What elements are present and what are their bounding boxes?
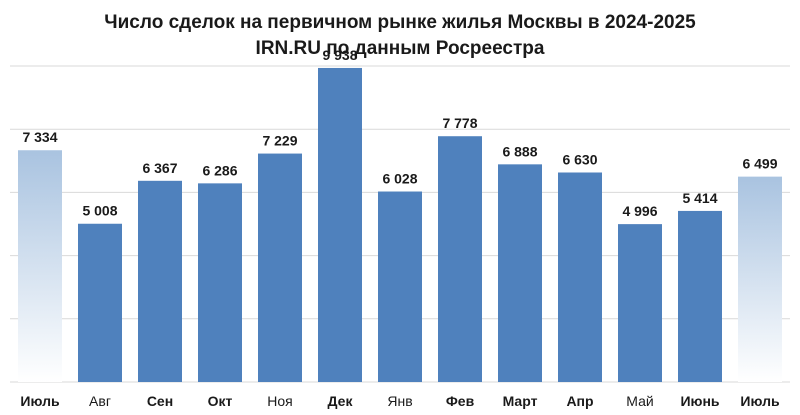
bar bbox=[618, 224, 662, 382]
value-label: 6 367 bbox=[142, 160, 177, 176]
x-tick-label: Апр bbox=[566, 393, 593, 409]
bar bbox=[18, 150, 62, 382]
x-tick-label: Июль bbox=[20, 393, 60, 409]
value-label: 6 630 bbox=[562, 151, 597, 167]
bar bbox=[78, 223, 122, 382]
bar bbox=[258, 153, 302, 382]
value-label: 5 008 bbox=[82, 203, 117, 219]
bar bbox=[738, 176, 782, 382]
x-tick-label: Ноя bbox=[267, 393, 292, 409]
value-label: 6 499 bbox=[742, 156, 777, 172]
x-tick-label: Янв bbox=[387, 393, 412, 409]
bars bbox=[18, 67, 782, 382]
x-tick-label: Июнь bbox=[680, 393, 719, 409]
bar bbox=[198, 183, 242, 382]
x-tick-label: Авг bbox=[89, 393, 111, 409]
x-tick-label: Март bbox=[503, 393, 538, 409]
value-label: 6 028 bbox=[382, 171, 417, 187]
value-label: 6 888 bbox=[502, 143, 537, 159]
bar bbox=[378, 191, 422, 382]
x-tick-labels: Июль Авг Сен Окт Ноя Дек Янв Фев Март Апр Май Июнь И… bbox=[20, 393, 780, 409]
x-tick-label: Сен bbox=[147, 393, 173, 409]
bar bbox=[438, 136, 482, 382]
x-tick-label: Окт bbox=[208, 393, 233, 409]
value-labels: 7 334 5 008 6 367 6 286 7 229 9 938 6 028 7 778… bbox=[22, 47, 777, 219]
x-tick-label: Май bbox=[626, 393, 653, 409]
bar bbox=[558, 172, 602, 382]
value-label: 7 778 bbox=[442, 115, 477, 131]
x-tick-label: Дек bbox=[328, 393, 354, 409]
bar bbox=[138, 180, 182, 382]
chart-subtitle: IRN.RU по данным Росреестра bbox=[255, 38, 545, 59]
bar bbox=[318, 67, 362, 382]
value-label: 5 414 bbox=[682, 190, 717, 206]
x-tick-label: Июль bbox=[740, 393, 780, 409]
value-label: 9 938 bbox=[322, 47, 357, 63]
bar bbox=[498, 164, 542, 382]
value-label: 6 286 bbox=[202, 162, 237, 178]
chart-title: Число сделок на первичном рынке жилья Мо… bbox=[104, 12, 696, 33]
value-label: 7 229 bbox=[262, 133, 297, 149]
value-label: 4 996 bbox=[622, 203, 657, 219]
value-label: 7 334 bbox=[22, 129, 57, 145]
x-tick-label: Фев bbox=[446, 393, 475, 409]
bar bbox=[678, 210, 722, 382]
